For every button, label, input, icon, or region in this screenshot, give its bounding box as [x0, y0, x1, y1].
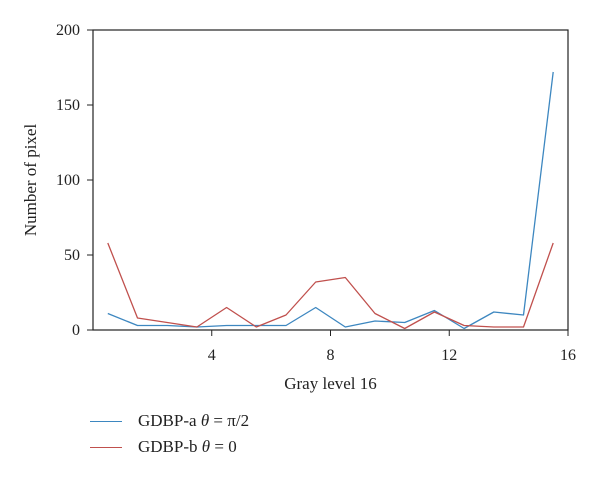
- chart-series: [107, 71, 554, 330]
- legend-label-gdbp-b: GDBP-b θ = 0: [138, 437, 237, 456]
- y-axis-label: Number of pixel: [21, 124, 40, 237]
- y-tick-label: 100: [56, 172, 80, 189]
- legend-item-gdbp-a: GDBP-a θ = π/2: [90, 408, 249, 434]
- chart-ticks: 0 50 100 150 200 4 8 12 16: [56, 22, 576, 364]
- legend-item-gdbp-b: GDBP-b θ = 0: [90, 434, 249, 460]
- legend-swatch-gdbp-a: [90, 420, 122, 422]
- series-line-gdbp-b: [107, 242, 554, 330]
- chart-axes: [92, 29, 569, 331]
- y-tick-label: 50: [64, 247, 80, 264]
- y-tick-label: 150: [56, 97, 80, 114]
- line-chart: 0 50 100 150 200 4 8 12 16 Gray level 16 Number …: [21, 22, 576, 393]
- series-line-gdbp-a: [107, 71, 554, 330]
- x-tick-label: 4: [208, 347, 216, 364]
- x-tick-label: 8: [327, 347, 335, 364]
- legend-swatch-gdbp-b: [90, 446, 122, 448]
- y-tick-label: 200: [56, 22, 80, 39]
- chart-legend: GDBP-a θ = π/2 GDBP-b θ = 0: [90, 408, 249, 460]
- plot-frame: [92, 29, 569, 331]
- x-tick-label: 16: [560, 347, 576, 364]
- x-tick-label: 12: [441, 347, 457, 364]
- x-axis-label: Gray level 16: [284, 374, 377, 393]
- legend-label-gdbp-a: GDBP-a θ = π/2: [138, 411, 250, 430]
- y-tick-label: 0: [72, 322, 80, 339]
